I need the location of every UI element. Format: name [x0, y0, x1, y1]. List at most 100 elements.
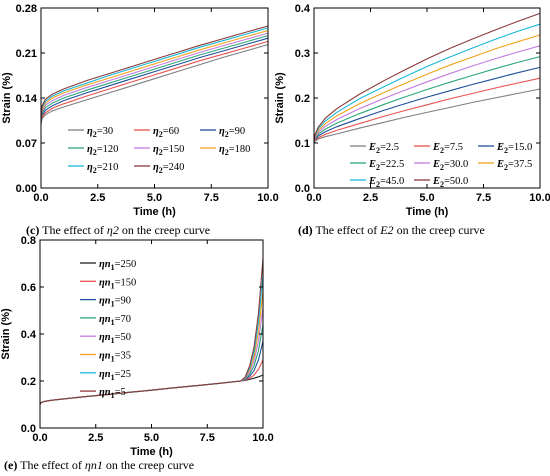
x-tick-label: 7.5 [200, 432, 215, 444]
series-line-e-3 [39, 324, 264, 405]
series-line-e-7 [39, 258, 264, 405]
series-line-c-4 [40, 32, 269, 124]
x-axis-label: Time (h) [406, 206, 449, 218]
legend-label: E2=2.5 [368, 142, 399, 155]
plot-frame-e [39, 239, 264, 429]
y-tick-label: 0.4 [295, 3, 311, 15]
legend-label: E2=15.0 [496, 142, 532, 155]
legend-label: η2=120 [87, 144, 118, 157]
x-tick-label: 0.0 [306, 192, 321, 204]
legend-item-c-6: η2=210 [68, 162, 118, 175]
legend-item-e-2: ηn1=90 [80, 296, 131, 309]
legend-item-c-4: η2=150 [134, 144, 184, 157]
series-line-c-2 [40, 37, 269, 124]
legend-item-e-0: ηn1=250 [80, 259, 136, 272]
x-tick-label: 5.0 [144, 432, 159, 444]
legend-item-d-3: E2=22.5 [350, 159, 404, 172]
legend-label: ηn1=50 [99, 332, 131, 345]
chart-e: 0.0 2.5 5.0 7.5 10.0 0.0 0.2 0.4 0.6 0.8 Time (h) S… [0, 235, 274, 458]
y-axis-label: Strain (%) [274, 72, 286, 124]
x-tick-label: 10.0 [257, 192, 278, 204]
legend-label: η2=240 [153, 162, 184, 175]
caption-e: (e) The effect of ηn1 on the creep curve [4, 458, 195, 472]
legend-item-c-3: η2=120 [68, 144, 118, 157]
legend-item-d-7: E2=50.0 [414, 176, 468, 189]
y-tick-label: 0.14 [16, 93, 38, 105]
x-tick-label: 7.5 [204, 192, 219, 204]
legend-label: ηn1=150 [99, 277, 136, 290]
y-tick-label: 0.1 [295, 138, 310, 150]
caption-c: (c) The effect of η2 on the creep curve [26, 223, 211, 237]
series-line-c-3 [40, 35, 269, 124]
legend-item-e-6: ηn1=25 [80, 369, 131, 382]
y-tick-label: 0.2 [21, 376, 36, 388]
x-axis-label: Time (h) [130, 446, 173, 458]
y-tick-label: 0.28 [16, 3, 37, 15]
legend-item-e-4: ηn1=50 [80, 332, 131, 345]
legend-label: ηn1=35 [99, 351, 131, 364]
y-tick-label: 0.4 [21, 329, 37, 341]
legend-label: η2=60 [153, 126, 179, 139]
x-tick-label: 0.0 [32, 432, 47, 444]
y-tick-label: 0.07 [16, 138, 37, 150]
x-tick-label: 5.0 [419, 192, 434, 204]
series-line-c-0 [40, 44, 269, 124]
series-line-d-4 [313, 45, 541, 144]
y-axis-label: Strain (%) [1, 72, 13, 124]
legend-item-d-5: E2=37.5 [478, 159, 532, 172]
series-line-e-6 [39, 275, 264, 405]
y-tick-label: 0.21 [16, 48, 37, 60]
legend-label: η2=210 [87, 162, 118, 175]
y-tick-label: 0.3 [295, 48, 310, 60]
x-tick-label: 0.0 [33, 192, 48, 204]
legend-item-e-3: ηn1=70 [80, 314, 131, 327]
y-axis-label: Strain (%) [0, 308, 12, 360]
y-tick-label: 0.2 [295, 93, 310, 105]
legend-label: E2=30.0 [432, 159, 468, 172]
x-tick-label: 2.5 [88, 432, 103, 444]
legend-label: ηn1=70 [99, 314, 131, 327]
legend-item-c-5: η2=180 [200, 144, 250, 157]
series-line-c-6 [40, 27, 269, 124]
legend-label: E2=37.5 [496, 159, 532, 172]
y-tick-label: 0.8 [21, 235, 36, 247]
legend-item-e-1: ηn1=150 [80, 277, 136, 290]
x-tick-label: 5.0 [147, 192, 162, 204]
series-line-c-1 [40, 40, 269, 124]
series-line-d-0 [313, 88, 541, 144]
legend-item-d-4: E2=30.0 [414, 159, 468, 172]
legend-label: E2=50.0 [432, 176, 468, 189]
legend-label: η2=30 [87, 126, 113, 139]
x-tick-label: 10.0 [252, 432, 273, 444]
legend-item-d-1: E2=7.5 [414, 142, 463, 155]
x-tick-label: 10.0 [529, 192, 550, 204]
legend-label: ηn1=90 [99, 296, 131, 309]
series-line-e-5 [39, 291, 264, 405]
legend-label: η2=150 [153, 144, 184, 157]
series-line-d-5 [313, 34, 541, 144]
chart-d: 0.0 2.5 5.0 7.5 10.0 0.0 0.1 0.2 0.3 0.4 Time (h) S… [274, 3, 550, 218]
series-line-c-7 [40, 25, 269, 124]
legend-label: ηn1=25 [99, 369, 131, 382]
legend-item-c-7: η2=240 [134, 162, 184, 175]
legend-item-c-1: η2=60 [134, 126, 179, 139]
chart-c: 0.0 2.5 5.0 7.5 10.0 0.00 0.07 0.14 0.21 0.28 Time… [1, 3, 279, 218]
y-tick-label: 0.0 [21, 423, 36, 435]
legend-label: ηn1=250 [99, 259, 136, 272]
caption-d: (d) The effect of E2 on the creep curve [298, 223, 485, 237]
legend-label: E2=7.5 [432, 142, 463, 155]
legend-item-c-2: η2=90 [200, 126, 245, 139]
x-tick-label: 7.5 [476, 192, 491, 204]
series-line-d-2 [313, 66, 541, 144]
legend-item-d-0: E2=2.5 [350, 142, 399, 155]
y-tick-label: 0.00 [16, 183, 37, 195]
legend-item-d-6: E2=45.0 [350, 176, 404, 189]
series-line-c-5 [40, 29, 269, 124]
y-tick-label: 0.0 [295, 183, 310, 195]
legend-label: ηn1=5 [99, 387, 126, 400]
legend-item-e-7: ηn1=5 [80, 387, 126, 400]
series-line-d-6 [313, 23, 541, 144]
series-line-d-7 [313, 12, 541, 144]
x-tick-label: 2.5 [363, 192, 378, 204]
